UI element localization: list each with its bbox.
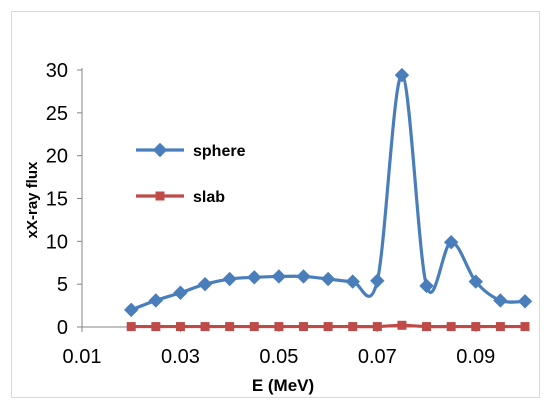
data-point-sphere <box>517 294 533 309</box>
legend-label-sphere: sphere <box>193 143 246 160</box>
legend-item-slab: slab <box>136 189 225 206</box>
y-tick-label: 0 <box>57 317 68 339</box>
y-tick-label: 30 <box>46 60 68 82</box>
data-point-sphere <box>148 293 164 308</box>
x-tick-label: 0.05 <box>259 346 298 368</box>
data-point-slab <box>520 322 530 332</box>
data-point-slab <box>249 322 259 332</box>
data-point-slab <box>299 322 308 332</box>
data-point-slab <box>397 320 407 330</box>
chart-area-border <box>11 11 540 398</box>
data-point-sphere <box>345 274 360 289</box>
data-point-sphere <box>493 293 508 308</box>
data-point-sphere <box>370 273 385 288</box>
data-point-sphere <box>443 234 459 250</box>
legend-label-slab: slab <box>193 189 225 206</box>
y-tick-label: 15 <box>46 189 68 211</box>
data-point-sphere <box>320 271 336 287</box>
data-point-slab <box>446 322 456 332</box>
data-point-sphere <box>271 269 287 284</box>
y-axis-ticks: 0 5 10 15 20 25 30 <box>46 60 82 339</box>
data-point-slab <box>323 322 333 332</box>
data-point-slab <box>151 322 161 332</box>
data-point-slab <box>200 322 210 332</box>
data-point-sphere <box>197 276 213 292</box>
data-point-slab <box>126 322 136 332</box>
data-point-sphere <box>419 278 434 294</box>
data-point-sphere <box>124 302 139 318</box>
y-tick-label: 20 <box>46 146 68 168</box>
data-point-slab <box>495 322 505 332</box>
y-tick-label: 5 <box>57 274 68 296</box>
series-layer <box>124 67 533 332</box>
data-point-slab <box>471 322 481 332</box>
legend-item-sphere: sphere <box>136 142 246 160</box>
data-point-sphere <box>296 269 311 284</box>
y-tick-label: 25 <box>46 103 68 125</box>
data-point-slab <box>372 322 382 332</box>
data-point-sphere <box>394 67 410 83</box>
data-point-slab <box>225 322 235 332</box>
series-sphere <box>124 67 533 318</box>
x-tick-label: 0.03 <box>161 346 200 368</box>
legend-marker-slab <box>155 191 165 201</box>
data-point-sphere <box>222 271 237 287</box>
legend-marker-sphere <box>152 142 168 158</box>
data-point-sphere <box>247 270 262 285</box>
x-tick-label: 0.09 <box>456 346 495 368</box>
data-point-slab <box>348 322 358 332</box>
data-point-sphere <box>173 285 188 300</box>
x-axis-title: E (MeV) <box>252 376 314 395</box>
y-axis-title: xX-ray flux <box>24 161 41 238</box>
series-slab <box>126 320 530 332</box>
legend: sphere slab <box>136 142 246 206</box>
data-point-slab <box>422 322 432 332</box>
y-tick-label: 10 <box>46 231 68 253</box>
x-tick-label: 0.01 <box>63 346 102 368</box>
x-tick-label: 0.07 <box>358 346 397 368</box>
data-point-sphere <box>468 274 483 289</box>
data-point-slab <box>274 322 284 332</box>
data-point-slab <box>175 322 185 332</box>
x-axis-ticks: 0.01 0.03 0.05 0.07 0.09 <box>63 327 495 368</box>
